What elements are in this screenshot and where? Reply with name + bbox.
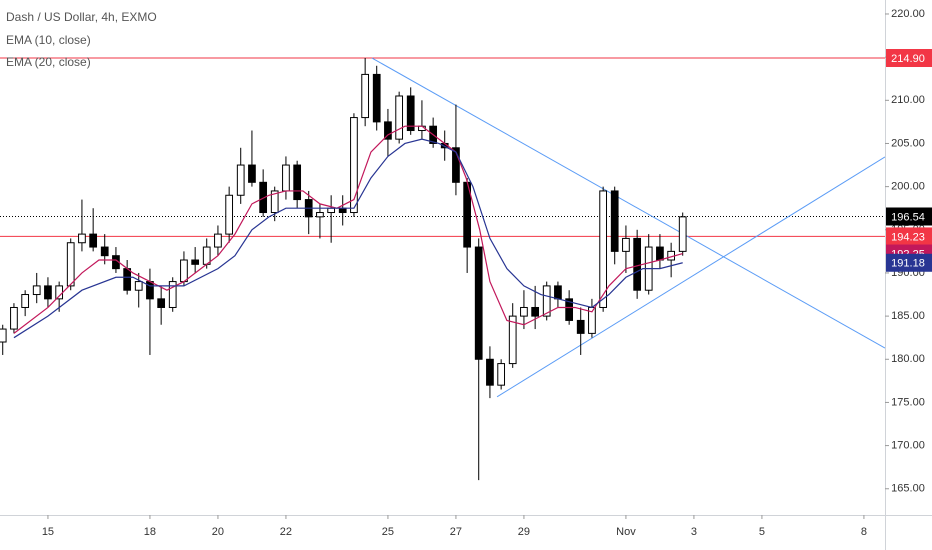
candle-body [633,237,642,291]
candle-body [554,285,562,300]
candle-body [316,212,324,218]
candle-body [282,164,290,192]
time-tick-label: 18 [144,526,156,538]
legend-entry: EMA (20, close) [6,55,91,69]
legend-entry: EMA (10, close) [6,33,91,47]
price-tick-label: 205.00 [891,137,925,149]
price-tick-label: 200.00 [891,181,925,193]
candle-body [191,259,200,265]
trend-line [496,156,885,398]
candle-body [270,190,279,214]
time-tick-label: 3 [691,526,697,538]
candle-body [531,306,540,317]
candle-body [384,121,392,140]
trend-line [371,57,885,349]
time-tick-label: 29 [518,526,530,538]
price-tick-label: 185.00 [891,310,925,322]
candle-body [656,246,664,261]
candle-body [565,298,574,321]
candle-body [350,117,358,214]
candle-body [225,194,234,235]
candle-body [157,298,166,308]
candle-body [168,281,177,308]
candle-body [406,95,415,132]
plot [0,57,885,481]
candle-body [372,73,381,123]
time-tick-label: 20 [212,526,224,538]
candle-body [361,73,370,119]
candle-body [520,306,528,317]
ema-line [13,125,683,334]
candle-body [66,242,75,287]
price-label: 214.90 [891,53,925,65]
candle-body [236,164,245,196]
candle-body [452,147,460,183]
time-tick-label: 8 [861,526,867,538]
price-label-box [886,207,932,226]
time-tick-label: Nov [616,526,636,538]
candle-body [248,164,256,183]
ema-line [13,138,683,339]
candle-body [0,328,7,343]
candle-body [486,358,494,386]
candle-body [327,207,336,214]
candle-body [474,246,483,360]
candle-body [10,306,18,330]
price-label-box [886,49,932,68]
price-tick-label: 220.00 [891,8,925,20]
time-tick-label: 25 [382,526,394,538]
candle-body [576,319,585,334]
price-tick-label: 170.00 [891,440,925,452]
price-tick-label: 165.00 [891,483,925,495]
price-tick-label: 210.00 [891,94,925,106]
candle-body [599,190,608,308]
candle-body [622,237,630,252]
legend-title: Dash / US Dollar, 4h, EXMO [6,10,157,24]
candle-body [44,285,52,300]
candle-body [542,285,551,317]
price-tick-label: 175.00 [891,396,925,408]
time-tick-label: 27 [450,526,462,538]
price-label-box [886,227,932,246]
candle-body [508,315,517,365]
candle-body [395,95,404,140]
candle-body [89,233,98,248]
candle-body [610,190,619,252]
candle-body [78,233,86,244]
time-tick-label: 5 [759,526,765,538]
candle-body [123,268,132,291]
price-tick-label: 180.00 [891,353,925,365]
candle-body [338,207,347,214]
candle-body [259,181,268,214]
price-label: 196.54 [891,211,925,223]
price-label: 194.23 [891,231,925,243]
time-tick-label: 22 [280,526,292,538]
time-tick-label: 15 [42,526,54,538]
price-label-box [886,253,932,272]
candle-body [678,216,687,252]
candle-body [214,233,222,248]
candle-body [497,363,506,386]
candle-body [100,246,109,257]
price-label: 191.18 [891,258,925,270]
candle-body [32,285,41,296]
candle-body [180,259,188,283]
candle-body [21,294,30,308]
candle-body [293,164,302,201]
candle-body [134,281,143,291]
